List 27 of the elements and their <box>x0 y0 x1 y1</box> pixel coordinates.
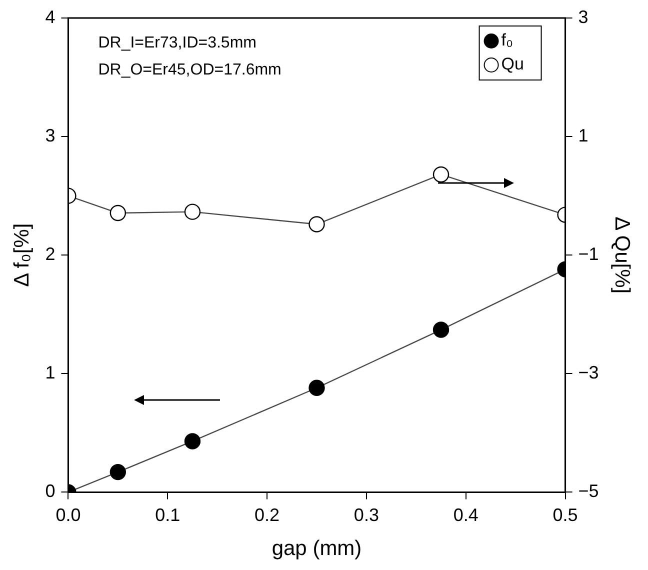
point <box>184 433 201 450</box>
x-tick-label: 0.1 <box>155 504 180 525</box>
annotation: DR_I=Er73,ID=3.5mm <box>98 34 256 52</box>
annotation: DR_O=Er45,OD=17.6mm <box>98 61 282 78</box>
y-tick-label: 2 <box>45 244 56 264</box>
legend-label: Qu <box>501 54 524 74</box>
y2-axis-title: Δ Qu[%] <box>610 216 634 294</box>
x-tick-label: 0.0 <box>56 504 81 525</box>
x-tick-label: 0.2 <box>254 504 280 525</box>
x-axis-title: gap (mm) <box>272 537 362 560</box>
y-tick-label: 0 <box>45 481 56 502</box>
y-tick-label: 4 <box>45 6 56 27</box>
y2-tick-label: 3 <box>578 6 588 27</box>
x-tick-label: 0.3 <box>354 504 379 525</box>
y2-tick-label: −1 <box>578 244 599 264</box>
point <box>110 464 126 480</box>
point <box>432 322 450 338</box>
y-tick-label: 1 <box>45 362 56 383</box>
y2-tick-label: 1 <box>578 126 588 146</box>
y2-tick-label: −3 <box>578 362 599 383</box>
y2-tick-label: −5 <box>578 481 599 502</box>
legend-label: f₀ <box>501 30 514 50</box>
y-tick-label: 3 <box>45 126 56 146</box>
point <box>308 380 325 396</box>
x-tick-label: 0.5 <box>552 504 578 525</box>
y-axis-title: Δ f₀[%] <box>10 223 34 287</box>
x-tick-label: 0.4 <box>453 504 478 525</box>
